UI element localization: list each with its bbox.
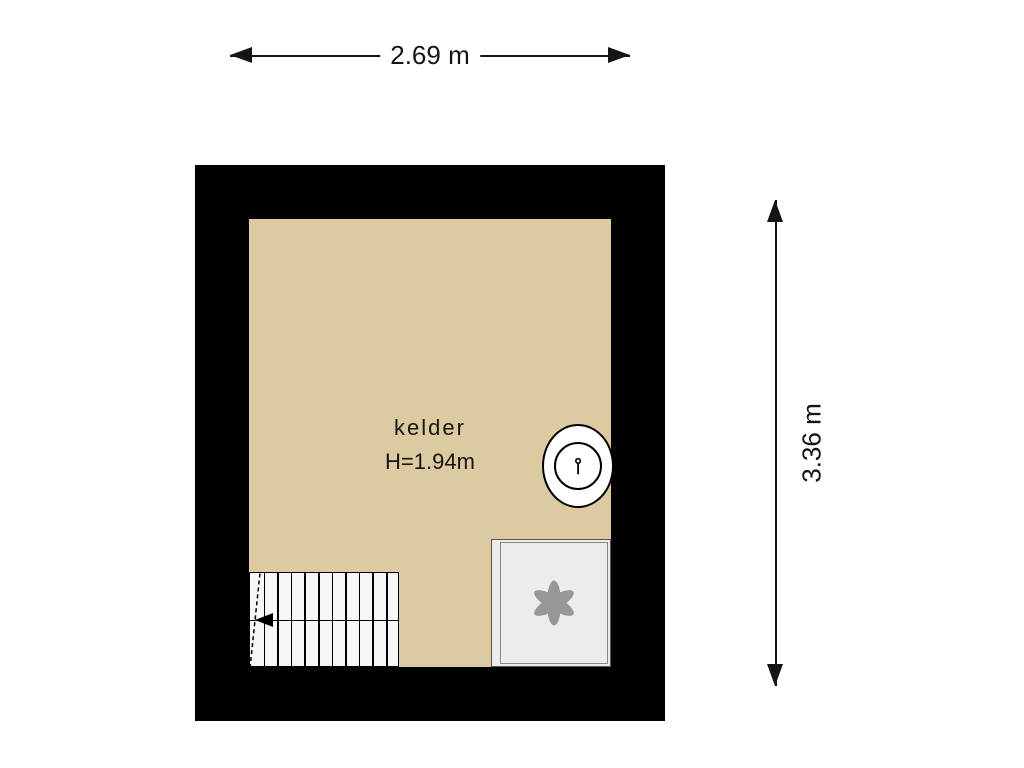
fan-icon bbox=[519, 568, 589, 638]
arrow-left-icon bbox=[230, 47, 252, 63]
stair-step-line bbox=[304, 573, 306, 666]
stair-step-line bbox=[359, 573, 361, 666]
arrow-right-icon bbox=[608, 47, 630, 63]
room-name: kelder bbox=[195, 415, 665, 441]
stair-step-line bbox=[291, 573, 293, 666]
dimension-width: 2.69 m bbox=[195, 30, 665, 80]
dimension-height-label: 3.36 m bbox=[796, 393, 827, 493]
arrow-up-icon bbox=[767, 200, 783, 222]
room-wall: ⊸ bbox=[195, 165, 665, 721]
floorplan: 2.69 m 3.36 m ⊸ bbox=[195, 0, 1024, 768]
freezer-icon bbox=[491, 539, 611, 667]
stair-step-line bbox=[332, 573, 334, 666]
room-label: kelder H=1.94m bbox=[195, 415, 665, 475]
room-height: H=1.94m bbox=[195, 449, 665, 475]
arrow-down-icon bbox=[767, 664, 783, 686]
stair-step-line bbox=[318, 573, 320, 666]
dimension-width-label: 2.69 m bbox=[380, 40, 480, 71]
stair-step-line bbox=[277, 573, 279, 666]
stair-step-line bbox=[372, 573, 374, 666]
dimension-height-line bbox=[775, 200, 777, 686]
stair-step-line bbox=[386, 573, 388, 666]
stair-step-line bbox=[264, 573, 266, 666]
stair-step-line bbox=[345, 573, 347, 666]
freezer-door-icon bbox=[500, 542, 608, 664]
stairs-icon bbox=[249, 572, 399, 667]
dimension-height: 3.36 m bbox=[750, 165, 800, 721]
